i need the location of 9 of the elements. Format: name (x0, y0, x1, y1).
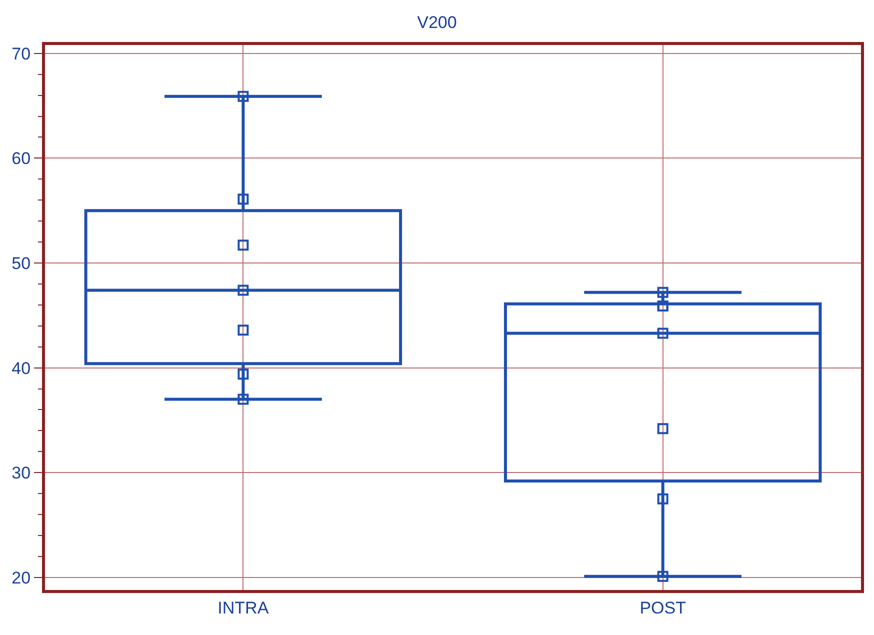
y-tick-label: 20 (12, 568, 31, 588)
y-tick-label: 40 (12, 358, 31, 378)
chart-title: V200 (417, 12, 457, 32)
x-tick-label: INTRA (218, 598, 270, 618)
y-tick-label: 60 (12, 149, 31, 168)
y-tick-label: 70 (12, 44, 31, 64)
x-tick-label: POST (640, 598, 686, 618)
y-tick-label: 50 (12, 254, 31, 273)
y-tick-label: 30 (12, 464, 31, 483)
